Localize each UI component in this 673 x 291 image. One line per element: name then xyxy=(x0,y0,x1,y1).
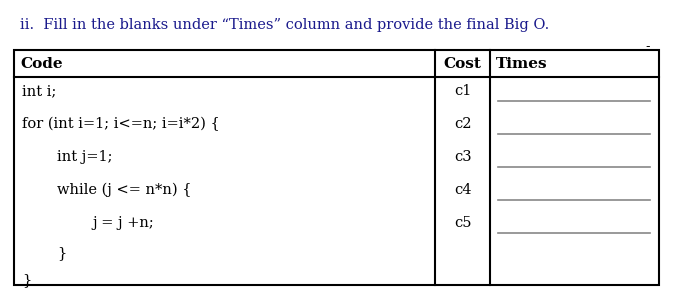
Text: Code: Code xyxy=(20,56,63,70)
Text: c3: c3 xyxy=(454,150,472,164)
Text: int i;: int i; xyxy=(22,84,57,98)
Text: ii.  Fill in the blanks under “Times” column and provide the final Big O.: ii. Fill in the blanks under “Times” col… xyxy=(20,18,549,32)
Text: while (j <= n*n) {: while (j <= n*n) { xyxy=(57,183,192,197)
Text: Cost: Cost xyxy=(444,56,481,70)
Text: c5: c5 xyxy=(454,216,472,230)
Text: c4: c4 xyxy=(454,183,472,197)
Text: j = j +n;: j = j +n; xyxy=(92,216,153,230)
Text: Times: Times xyxy=(496,56,548,70)
Text: }: } xyxy=(57,246,66,260)
Text: }: } xyxy=(22,273,31,287)
Bar xyxy=(14,50,659,285)
Text: int j=1;: int j=1; xyxy=(57,150,112,164)
Text: c1: c1 xyxy=(454,84,472,98)
Text: -: - xyxy=(645,40,649,53)
Text: c2: c2 xyxy=(454,117,472,131)
Text: for (int i=1; i<=n; i=i*2) {: for (int i=1; i<=n; i=i*2) { xyxy=(22,117,220,131)
